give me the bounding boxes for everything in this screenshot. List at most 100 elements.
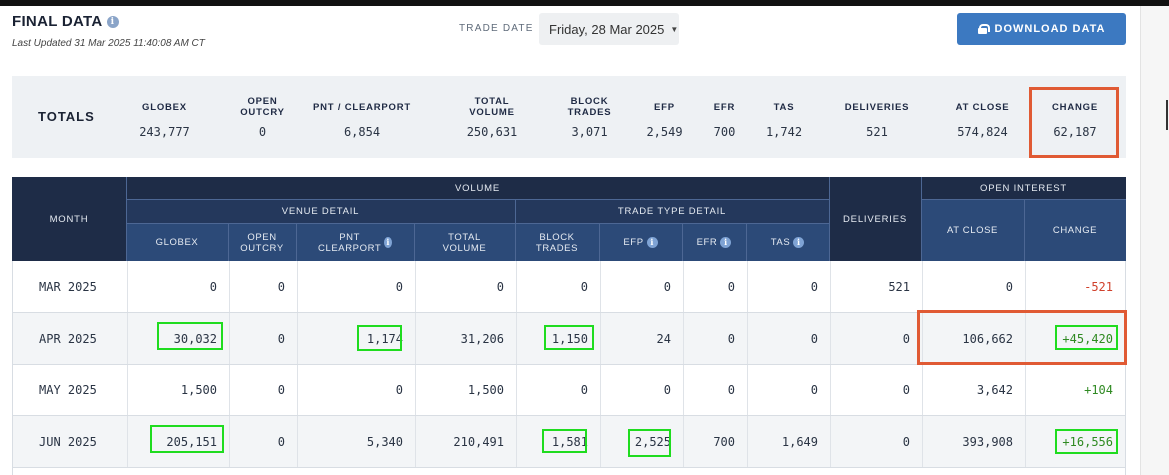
header-divider bbox=[829, 177, 830, 261]
cell-efp: 0 bbox=[600, 365, 683, 415]
highlight-box-green bbox=[150, 425, 224, 453]
cell-month: APR 2025 bbox=[39, 331, 97, 346]
table-row: MAY 2025 1,500 0 0 1,500 0 0 0 0 0 3,642… bbox=[12, 365, 1126, 416]
cell-change: -521 bbox=[1025, 261, 1125, 312]
highlight-box-green bbox=[357, 325, 402, 351]
highlight-box-red bbox=[1029, 87, 1119, 158]
header-trade-type-detail: TRADE TYPE DETAIL bbox=[515, 200, 829, 223]
cell-tas: 0 bbox=[747, 313, 830, 364]
last-updated-text: Last Updated 31 Mar 2025 11:40:08 AM CT bbox=[12, 38, 205, 49]
right-scroll-panel[interactable] bbox=[1140, 6, 1169, 475]
totals-label: TOTALS bbox=[38, 109, 95, 124]
info-icon[interactable]: i bbox=[106, 15, 119, 28]
highlight-box-red bbox=[917, 310, 1127, 365]
totals-bar: TOTALS GLOBEX 243,777 OPEN OUTCRY 0 PNT … bbox=[12, 76, 1126, 158]
totals-value: 574,824 bbox=[957, 125, 1008, 139]
cell-efr: 0 bbox=[683, 365, 747, 415]
totals-tas: TAS 1,742 bbox=[754, 94, 814, 140]
cell-block: 0 bbox=[516, 261, 600, 312]
totals-header: TOTAL VOLUME bbox=[469, 96, 515, 118]
totals-header: GLOBEX bbox=[142, 101, 187, 113]
header-at-close-label: AT CLOSE bbox=[947, 225, 998, 236]
header-divider bbox=[1024, 200, 1025, 261]
header-block-trades[interactable]: BLOCK TRADES bbox=[515, 224, 599, 261]
header-divider bbox=[126, 177, 127, 261]
totals-header: CHANGE bbox=[1052, 101, 1098, 113]
cell-pnt: 0 bbox=[297, 261, 415, 312]
header-efr-label: EFR bbox=[696, 237, 718, 248]
totals-value: 3,071 bbox=[571, 125, 608, 139]
cell-globex: 205,151 bbox=[127, 416, 229, 467]
totals-header: AT CLOSE bbox=[955, 101, 1010, 113]
cell-block: 1,150 bbox=[516, 313, 600, 364]
highlight-box-green bbox=[1055, 325, 1118, 350]
caret-down-icon: ▼ bbox=[670, 24, 679, 34]
cell-efp: 2,525 bbox=[600, 416, 683, 467]
cell-open-outcry: 0 bbox=[229, 261, 297, 312]
totals-change: CHANGE 62,187 bbox=[1036, 94, 1114, 140]
header-open-interest: OPEN INTEREST bbox=[921, 177, 1126, 199]
cell-globex: 1,500 bbox=[127, 365, 229, 415]
lock-icon bbox=[977, 24, 990, 34]
cell-globex: 30,032 bbox=[127, 313, 229, 364]
download-data-button[interactable]: DOWNLOAD DATA bbox=[957, 13, 1126, 45]
header-pnt-clearport-label: PNT CLEARPORT bbox=[318, 231, 382, 254]
header-tas[interactable]: TAS i bbox=[746, 224, 829, 261]
header-divider bbox=[228, 224, 229, 261]
cell-month: JUN 2025 bbox=[39, 434, 97, 449]
scrollbar-thumb[interactable] bbox=[1166, 100, 1168, 130]
trade-date-select[interactable]: Friday, 28 Mar 2025 ▼ bbox=[539, 13, 679, 45]
header-open-outcry[interactable]: OPEN OUTCRY bbox=[228, 224, 296, 261]
info-icon[interactable]: i bbox=[384, 237, 392, 248]
table-row-partial bbox=[12, 468, 1126, 475]
header-globex[interactable]: GLOBEX bbox=[126, 224, 228, 261]
header-divider bbox=[414, 224, 415, 261]
totals-open-outcry: OPEN OUTCRY 0 bbox=[230, 94, 295, 139]
header-divider bbox=[126, 223, 829, 224]
cell-at-close: 106,662 bbox=[922, 313, 1025, 364]
info-icon[interactable]: i bbox=[646, 237, 658, 248]
header-month: MONTH bbox=[12, 177, 126, 261]
cell-at-close: 3,642 bbox=[922, 365, 1025, 415]
header-total-volume-label: TOTAL VOLUME bbox=[442, 231, 487, 254]
totals-header: EFR bbox=[713, 101, 736, 113]
totals-value: 521 bbox=[866, 125, 888, 139]
info-icon[interactable]: i bbox=[793, 237, 805, 248]
table-row: JUN 2025 205,151 0 5,340 210,491 1,581 2… bbox=[12, 416, 1126, 468]
header-block-trades-label: BLOCK TRADES bbox=[535, 231, 579, 254]
header-efr[interactable]: EFR i bbox=[682, 224, 746, 261]
header-total-volume[interactable]: TOTAL VOLUME bbox=[414, 224, 515, 261]
header-efp[interactable]: EFP i bbox=[599, 224, 682, 261]
totals-value: 250,631 bbox=[466, 125, 518, 139]
header-change[interactable]: CHANGE bbox=[1024, 200, 1126, 261]
table-row: APR 2025 30,032 0 1,174 31,206 1,150 24 … bbox=[12, 313, 1126, 365]
header-at-close[interactable]: AT CLOSE bbox=[921, 200, 1024, 261]
cell-pnt: 1,174 bbox=[297, 313, 415, 364]
page-title: FINAL DATA i bbox=[12, 13, 119, 30]
info-icon[interactable]: i bbox=[720, 237, 732, 248]
cell-month: MAR 2025 bbox=[39, 279, 97, 294]
header-globex-label: GLOBEX bbox=[155, 237, 199, 248]
cell-deliveries: 0 bbox=[830, 365, 922, 415]
totals-header: OPEN OUTCRY bbox=[240, 96, 285, 118]
cell-open-outcry: 0 bbox=[229, 365, 297, 415]
cell-tas: 0 bbox=[747, 365, 830, 415]
cell-pnt: 5,340 bbox=[297, 416, 415, 467]
cell-efr: 0 bbox=[683, 261, 747, 312]
totals-efr: EFR 700 bbox=[702, 94, 747, 140]
totals-value: 0 bbox=[258, 125, 267, 139]
header-divider bbox=[126, 199, 829, 200]
download-data-label: DOWNLOAD DATA bbox=[994, 23, 1106, 35]
cell-at-close: 393,908 bbox=[922, 416, 1025, 467]
header-divider bbox=[599, 224, 600, 261]
cell-change: +104 bbox=[1025, 365, 1125, 415]
totals-header: PNT / CLEARPORT bbox=[312, 101, 412, 113]
header-venue-detail: VENUE DETAIL bbox=[126, 200, 515, 223]
totals-block-trades: BLOCK TRADES 3,071 bbox=[552, 94, 627, 139]
totals-deliveries: DELIVERIES 521 bbox=[832, 94, 922, 140]
cell-month: MAY 2025 bbox=[39, 383, 97, 397]
header-pnt-clearport[interactable]: PNT CLEARPORT i bbox=[296, 224, 414, 261]
totals-at-close: AT CLOSE 574,824 bbox=[940, 94, 1025, 140]
totals-value: 2,549 bbox=[646, 125, 683, 139]
cell-total: 31,206 bbox=[415, 313, 516, 364]
